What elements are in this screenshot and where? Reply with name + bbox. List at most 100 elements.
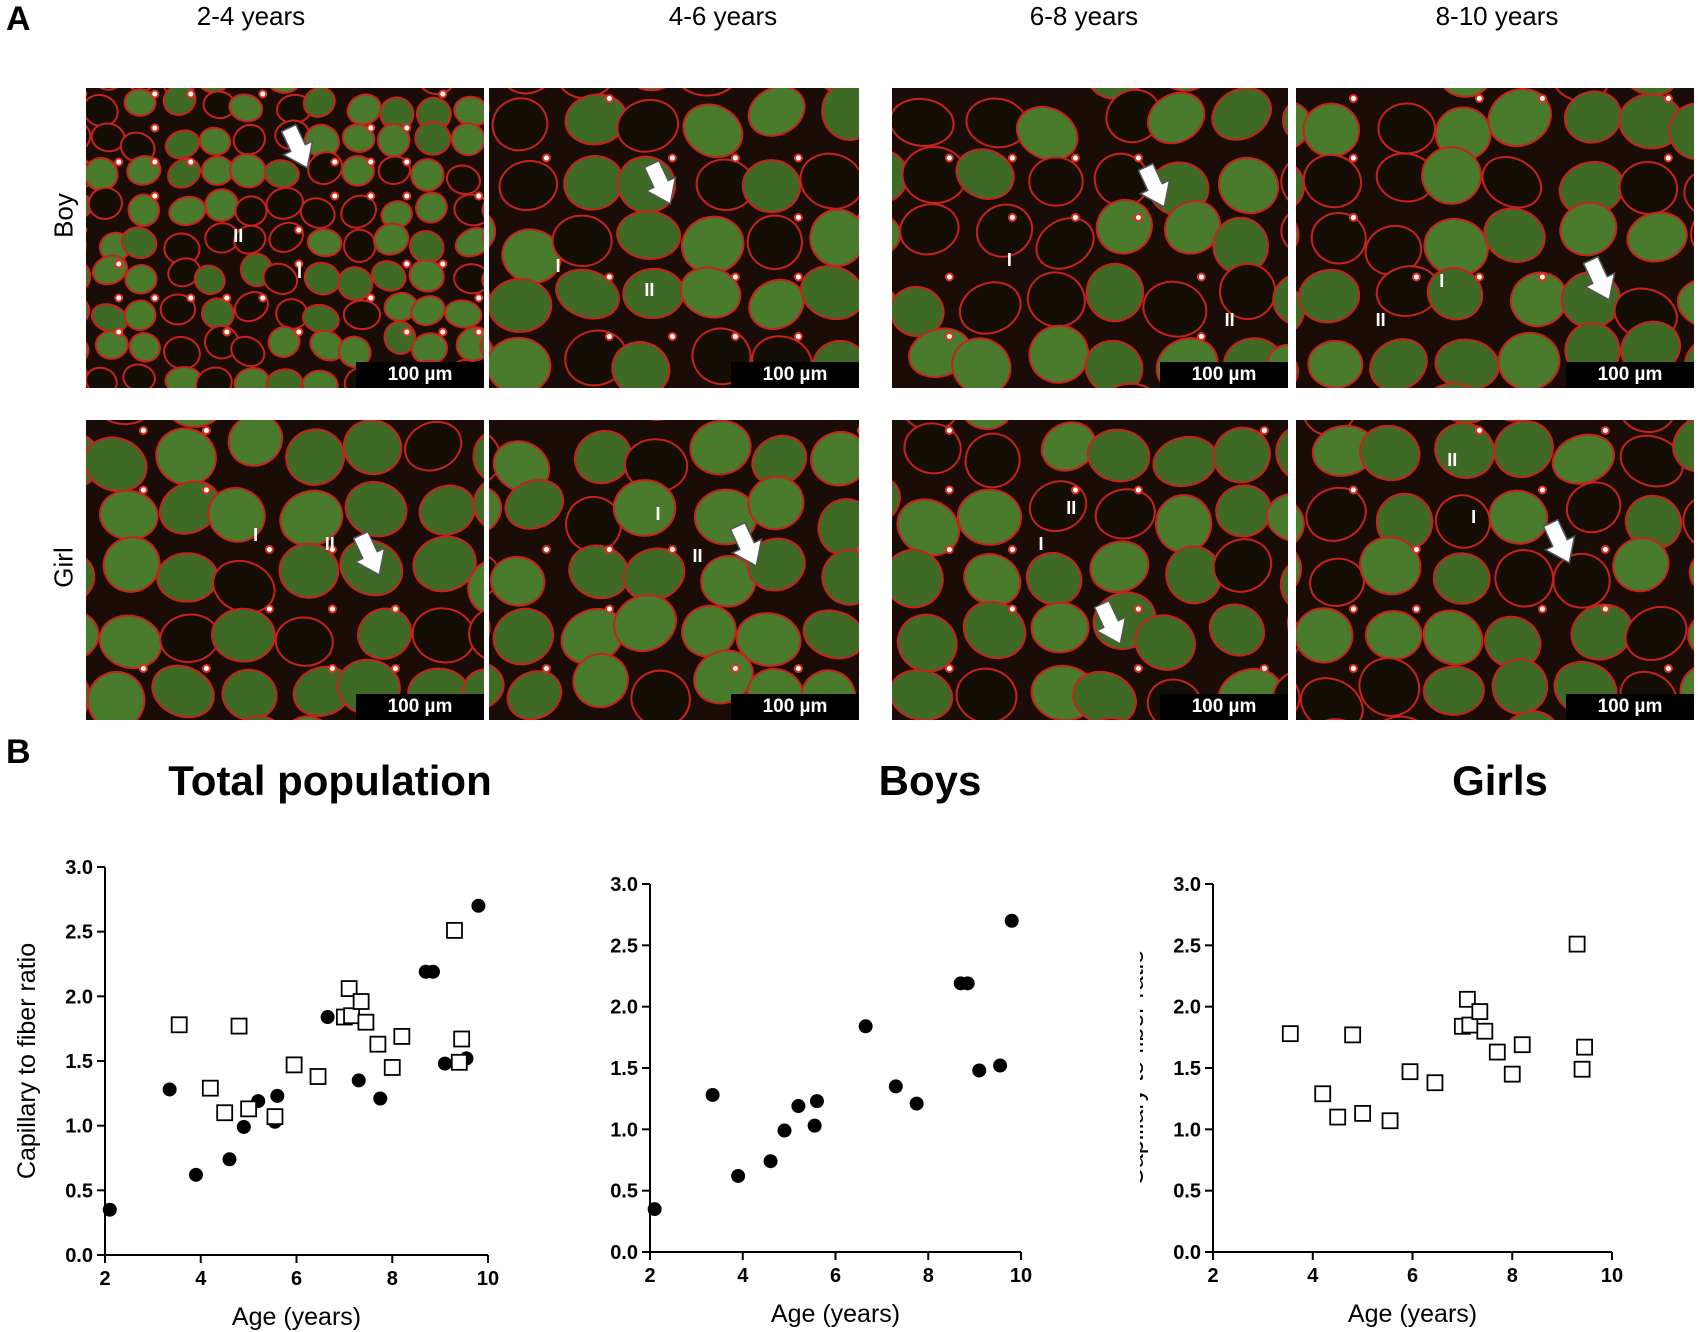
type-i-fiber: [373, 222, 410, 256]
type-ii-fiber: [299, 197, 336, 229]
data-point-boy: [320, 1010, 335, 1025]
type-i-fiber: [481, 266, 484, 296]
y-tick-label: 1.5: [610, 1058, 638, 1080]
x-tick-label: 8: [923, 1265, 934, 1287]
type-i-fiber: [123, 299, 157, 331]
capillary: [1348, 485, 1358, 495]
data-point-boy: [972, 1063, 987, 1078]
micrograph-girl-4-6-years: I II 100 µm: [489, 420, 859, 720]
type-i-fiber: [1040, 421, 1097, 472]
capillary: [1663, 664, 1673, 673]
panel-a-letter: A: [6, 0, 31, 38]
type-i-fiber: [127, 193, 161, 227]
type-i-fiber: [1487, 88, 1552, 148]
capillary: [1411, 545, 1421, 554]
type-i-fiber: [1434, 422, 1496, 479]
fiber-type-i-label: I: [655, 504, 661, 524]
capillary: [944, 272, 954, 282]
type-i-fiber: [450, 122, 484, 157]
type-i-fiber: [1164, 200, 1222, 255]
type-ii-fiber: [274, 616, 334, 667]
type-ii-fiber: [230, 335, 266, 368]
type-i-fiber: [1212, 426, 1271, 484]
type-i-fiber: [336, 266, 374, 301]
capillary: [264, 604, 274, 614]
type-i-fiber: [489, 555, 546, 607]
data-point-girl: [240, 1100, 258, 1118]
type-ii-fiber: [1682, 494, 1694, 552]
fiber-type-ii-label: II: [1447, 450, 1458, 470]
capillary: [793, 272, 803, 282]
capillary: [114, 157, 124, 167]
type-i-fiber: [102, 536, 161, 593]
type-ii-fiber: [232, 123, 266, 156]
type-i-fiber: [306, 228, 343, 258]
fiber-type-ii-label: II: [233, 226, 244, 246]
type-ii-fiber: [1094, 488, 1156, 540]
row-header-boy: Boy: [48, 193, 79, 238]
capillary: [1133, 664, 1143, 673]
type-i-fiber: [892, 475, 901, 528]
capillary: [1196, 272, 1206, 282]
capillary: [1411, 604, 1421, 614]
type-i-fiber: [301, 369, 339, 388]
capillary: [366, 293, 376, 303]
type-i-fiber: [1086, 428, 1151, 483]
data-point-boy: [351, 1073, 366, 1088]
type-i-fiber: [207, 487, 266, 543]
type-ii-fiber: [167, 257, 201, 288]
type-i-fiber: [1493, 420, 1554, 479]
type-i-fiber: [1085, 262, 1145, 323]
data-point-girl: [201, 1079, 219, 1097]
data-point-boy: [471, 898, 486, 913]
type-i-fiber: [1687, 610, 1694, 661]
row-header-girl: Girl: [48, 547, 79, 588]
scatter-plot-total-population: 0.0 0.5 1.0 1.5 2.0 2.5 3.0 2 4 6 8 10 Age (years) Ca…: [13, 857, 499, 1331]
type-i-fiber: [155, 427, 217, 486]
type-i-fiber: [1296, 607, 1354, 664]
type-i-fiber: [1559, 201, 1618, 257]
type-i-fiber: [802, 609, 859, 660]
capillary: [1348, 664, 1358, 673]
capillary: [294, 259, 304, 269]
capillary: [1474, 272, 1484, 282]
type-i-fiber: [489, 278, 553, 333]
type-i-fiber: [1296, 538, 1302, 599]
capillary: [1348, 94, 1358, 103]
type-i-fiber: [482, 224, 484, 255]
capillary: [474, 293, 484, 303]
capillary: [294, 327, 304, 337]
data-point-boy: [807, 1118, 822, 1133]
type-i-fiber: [1147, 91, 1206, 145]
fiber-type-i-label: I: [296, 262, 302, 282]
type-i-fiber: [1422, 665, 1485, 716]
capillary: [390, 664, 400, 673]
capillary: [944, 426, 954, 435]
micrograph-image: [489, 420, 859, 720]
type-ii-fiber: [1302, 153, 1362, 209]
scale-bar: 100 µm: [1566, 362, 1694, 388]
micrograph-boy-8-10-years: I II 100 µm: [1296, 88, 1694, 388]
data-point-girl: [1281, 1025, 1299, 1043]
type-i-fiber: [741, 159, 802, 214]
y-tick-label: 2.5: [610, 935, 638, 957]
type-ii-fiber: [1296, 671, 1301, 720]
type-i-fiber: [159, 480, 221, 535]
capillary: [1133, 485, 1143, 495]
data-point-boy: [222, 1152, 237, 1167]
type-i-fiber: [1668, 102, 1694, 161]
type-ii-fiber: [903, 422, 962, 475]
type-i-fiber: [1275, 424, 1288, 484]
capillary: [1007, 604, 1017, 614]
capillary: [1663, 153, 1673, 163]
type-ii-fiber: [1552, 552, 1611, 609]
type-i-fiber: [123, 88, 157, 117]
type-ii-fiber: [1280, 154, 1288, 212]
capillary: [438, 259, 448, 269]
y-tick-label: 3.0: [65, 857, 93, 879]
capillary: [1348, 153, 1358, 163]
capillary: [138, 664, 148, 673]
capillary: [402, 327, 412, 337]
type-ii-fiber: [746, 214, 803, 270]
